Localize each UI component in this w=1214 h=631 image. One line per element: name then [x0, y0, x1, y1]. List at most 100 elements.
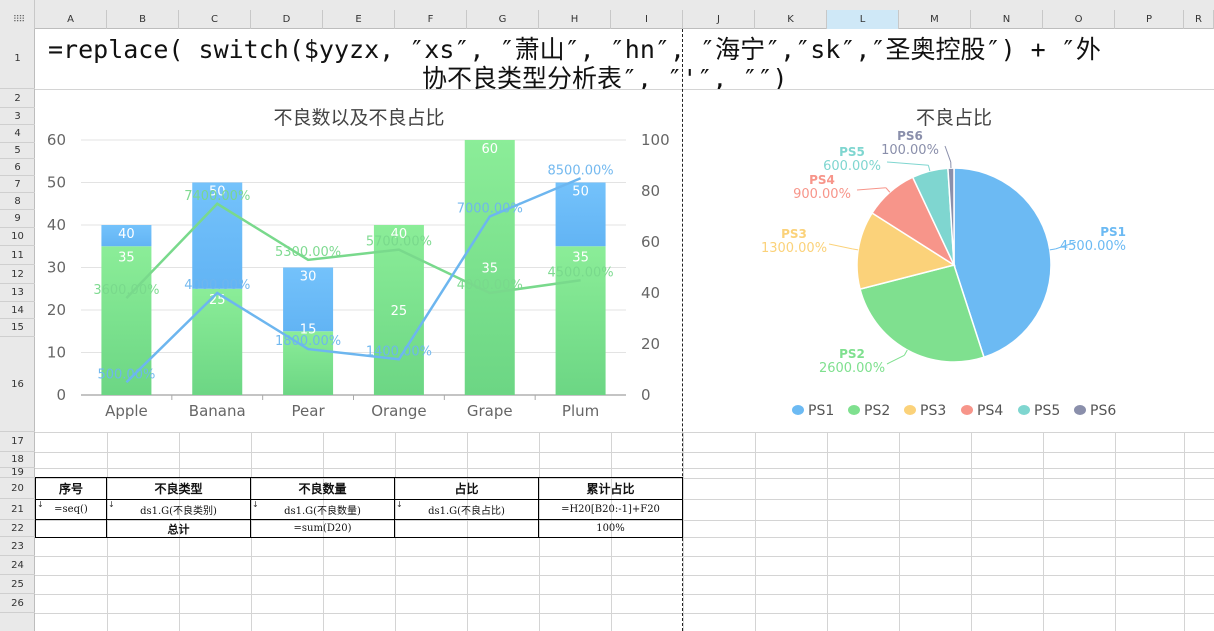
- row-header-16[interactable]: 16: [0, 337, 35, 432]
- row-header-4[interactable]: 4: [0, 125, 35, 143]
- column-header-L[interactable]: L: [827, 10, 899, 29]
- cell-total-ratio[interactable]: [395, 520, 538, 537]
- column-header-G[interactable]: G: [467, 10, 539, 29]
- row-header-10[interactable]: 10: [0, 228, 35, 246]
- grid-column-line: [107, 432, 108, 631]
- pie-leader-line: [1055, 241, 1077, 250]
- header-cumulative-ratio[interactable]: 累计占比: [586, 482, 635, 496]
- cell-defect-type-formula[interactable]: ds1.G(不良类别): [140, 506, 217, 517]
- row-header-22[interactable]: 22: [0, 520, 35, 537]
- cell-defect-count-formula[interactable]: ds1.G(不良数量): [284, 506, 361, 517]
- column-header-O[interactable]: O: [1043, 10, 1115, 29]
- header-ratio[interactable]: 占比: [454, 482, 479, 496]
- column-header-C[interactable]: C: [179, 10, 251, 29]
- table-border: [250, 477, 251, 538]
- header-seq[interactable]: 序号: [58, 482, 83, 496]
- column-header-K[interactable]: K: [755, 10, 827, 29]
- grid-column-line: [395, 432, 396, 631]
- row-header-21[interactable]: 21: [0, 499, 35, 520]
- row-header-13[interactable]: 13: [0, 284, 35, 302]
- cell-total-seq[interactable]: [36, 520, 106, 537]
- bar-green: [192, 288, 243, 395]
- row-header-17[interactable]: 17: [0, 432, 35, 452]
- select-all-icon: ⠿⠿: [13, 15, 25, 25]
- column-header-B[interactable]: B: [107, 10, 179, 29]
- row-header-2[interactable]: 2: [0, 89, 35, 108]
- bar-line-chart[interactable]: 不良数以及不良占比 0 10 20 30 40 50 60 0 20 40 60 80 100 Apple B…: [36, 92, 682, 432]
- row-header-20[interactable]: 20: [0, 478, 35, 499]
- header-defect-count[interactable]: 不良数量: [298, 482, 347, 496]
- legend-label: PS1: [808, 403, 834, 419]
- row-header-3[interactable]: 3: [0, 108, 35, 125]
- legend-marker-ps1: [792, 405, 804, 415]
- chart-title: 不良数以及不良占比: [273, 107, 444, 129]
- row-header-26[interactable]: 26: [0, 594, 35, 613]
- column-header-D[interactable]: D: [251, 10, 323, 29]
- bar-value-label: 35: [118, 250, 135, 265]
- pie-chart[interactable]: 不良占比 PS1 4500.00% PS2 2600.00% PS3 1300.00% PS4…: [684, 92, 1214, 432]
- grid-column-line: [899, 432, 900, 631]
- pie-slice-name: PS6: [897, 129, 923, 143]
- row-header-18[interactable]: 18: [0, 452, 35, 468]
- column-header-bar: [0, 0, 1214, 29]
- row-header-9[interactable]: 9: [0, 210, 35, 228]
- line-data-label: 500.00%: [97, 367, 155, 382]
- select-all-corner[interactable]: ⠿⠿: [0, 0, 35, 29]
- column-header-I[interactable]: I: [611, 10, 683, 29]
- bar-green: [283, 331, 334, 395]
- cell-cumulative-formula[interactable]: =H20[B20:-1]+F20: [561, 504, 660, 515]
- row-header-24[interactable]: 24: [0, 556, 35, 575]
- title-formula-cell[interactable]: =replace( switch($yyzx, ″xs″, ″萧山″, ″hn″…: [40, 31, 1214, 89]
- y-tick-label-right: 40: [641, 284, 660, 302]
- row-header-5[interactable]: 5: [0, 143, 35, 159]
- column-header-E[interactable]: E: [323, 10, 395, 29]
- legend-label: PS4: [977, 403, 1003, 419]
- column-header-H[interactable]: H: [539, 10, 611, 29]
- pie-slice-name: PS3: [781, 227, 807, 241]
- header-defect-type[interactable]: 不良类型: [154, 482, 203, 496]
- cell-total-sum[interactable]: =sum(D20): [293, 523, 352, 534]
- bar-green: [555, 246, 606, 395]
- column-header-J[interactable]: J: [683, 10, 755, 29]
- row-header-19[interactable]: 19: [0, 467, 35, 478]
- y-tick-label-right: 80: [641, 182, 660, 200]
- cell-seq-formula[interactable]: =seq(): [54, 504, 88, 515]
- grid-row-line: [35, 432, 1214, 433]
- line-data-label: 8500.00%: [548, 163, 614, 178]
- row-header-7[interactable]: 7: [0, 176, 35, 193]
- bar-value-label: 50: [209, 185, 226, 200]
- bar-value-label: 40: [391, 227, 408, 242]
- column-header-A[interactable]: A: [35, 10, 107, 29]
- column-header-F[interactable]: F: [395, 10, 467, 29]
- column-header-N[interactable]: N: [971, 10, 1043, 29]
- bar-green: [373, 225, 424, 395]
- cell-total-cumulative[interactable]: 100%: [596, 523, 625, 534]
- grid-row-line: [35, 594, 1214, 595]
- row-header-6[interactable]: 6: [0, 159, 35, 176]
- row-header-15[interactable]: 15: [0, 319, 35, 337]
- row-header-14[interactable]: 14: [0, 302, 35, 319]
- bar-blue: [555, 182, 606, 247]
- column-header-M[interactable]: M: [899, 10, 971, 29]
- line-data-label: 4000.00%: [184, 278, 250, 293]
- column-header-P[interactable]: P: [1115, 10, 1184, 29]
- column-header-R[interactable]: R: [1184, 10, 1214, 29]
- pie-leader-line: [903, 349, 908, 356]
- row-header-12[interactable]: 12: [0, 265, 35, 284]
- x-tick-label: Grape: [467, 402, 513, 420]
- cell-total-label[interactable]: 总计: [167, 522, 190, 536]
- grid-row-line: [35, 452, 1214, 453]
- pie-slice-label: 900.00%: [793, 187, 851, 202]
- row-header-8[interactable]: 8: [0, 193, 35, 210]
- y-tick-label-right: 100: [641, 131, 670, 149]
- row-header-23[interactable]: 23: [0, 537, 35, 556]
- pie-leader-line: [885, 187, 891, 193]
- pie-leader-line: [927, 165, 931, 172]
- pie-leader-line: [828, 243, 853, 250]
- row-header-1[interactable]: 1: [0, 29, 35, 89]
- cell-ratio-formula[interactable]: ds1.G(不良占比): [428, 506, 505, 517]
- row-header-11[interactable]: 11: [0, 246, 35, 265]
- line-data-label: 1400.00%: [366, 344, 432, 359]
- row-header-25[interactable]: 25: [0, 575, 35, 594]
- bar-value-label: 35: [481, 262, 498, 277]
